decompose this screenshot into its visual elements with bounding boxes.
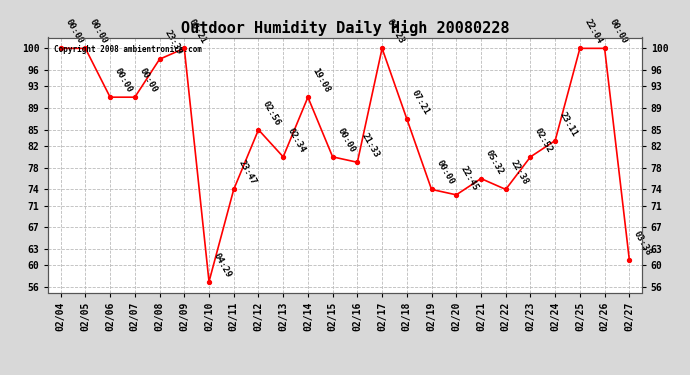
Point [228, 186, 239, 192]
Point [426, 186, 437, 192]
Point [302, 94, 313, 100]
Text: 00:00: 00:00 [434, 159, 455, 187]
Text: 02:34: 02:34 [286, 126, 307, 154]
Text: 00:21: 00:21 [187, 18, 208, 46]
Point [179, 45, 190, 51]
Title: Outdoor Humidity Daily High 20080228: Outdoor Humidity Daily High 20080228 [181, 20, 509, 36]
Text: 00:00: 00:00 [607, 18, 629, 46]
Text: Copyright 2008 ambientronics.com: Copyright 2008 ambientronics.com [55, 45, 202, 54]
Point [129, 94, 140, 100]
Point [451, 192, 462, 198]
Text: 00:00: 00:00 [137, 67, 159, 94]
Text: 22:38: 22:38 [509, 159, 530, 187]
Point [475, 176, 486, 181]
Text: 02:52: 02:52 [533, 126, 555, 154]
Point [599, 45, 610, 51]
Text: 19:08: 19:08 [310, 67, 332, 94]
Point [154, 56, 165, 62]
Text: 04:23: 04:23 [385, 18, 406, 46]
Point [574, 45, 585, 51]
Text: 21:33: 21:33 [360, 132, 382, 159]
Point [105, 94, 116, 100]
Text: 05:32: 05:32 [484, 148, 505, 176]
Text: 22:04: 22:04 [582, 18, 604, 46]
Text: 04:29: 04:29 [212, 251, 233, 279]
Point [500, 186, 511, 192]
Text: 23:47: 23:47 [237, 159, 258, 187]
Point [277, 154, 288, 160]
Text: 23:11: 23:11 [558, 110, 579, 138]
Text: 02:56: 02:56 [262, 99, 282, 127]
Point [525, 154, 536, 160]
Point [550, 138, 561, 144]
Point [377, 45, 388, 51]
Text: 23:39: 23:39 [162, 28, 184, 56]
Point [80, 45, 91, 51]
Point [624, 257, 635, 263]
Point [352, 159, 363, 165]
Text: 22:45: 22:45 [459, 164, 480, 192]
Text: 00:00: 00:00 [335, 126, 357, 154]
Point [327, 154, 338, 160]
Text: 00:00: 00:00 [88, 18, 110, 46]
Point [402, 116, 413, 122]
Text: 03:38: 03:38 [632, 230, 653, 257]
Text: 00:00: 00:00 [113, 67, 134, 94]
Point [253, 127, 264, 133]
Text: 07:21: 07:21 [410, 88, 431, 116]
Point [204, 279, 215, 285]
Point [55, 45, 66, 51]
Text: 00:00: 00:00 [63, 18, 85, 46]
